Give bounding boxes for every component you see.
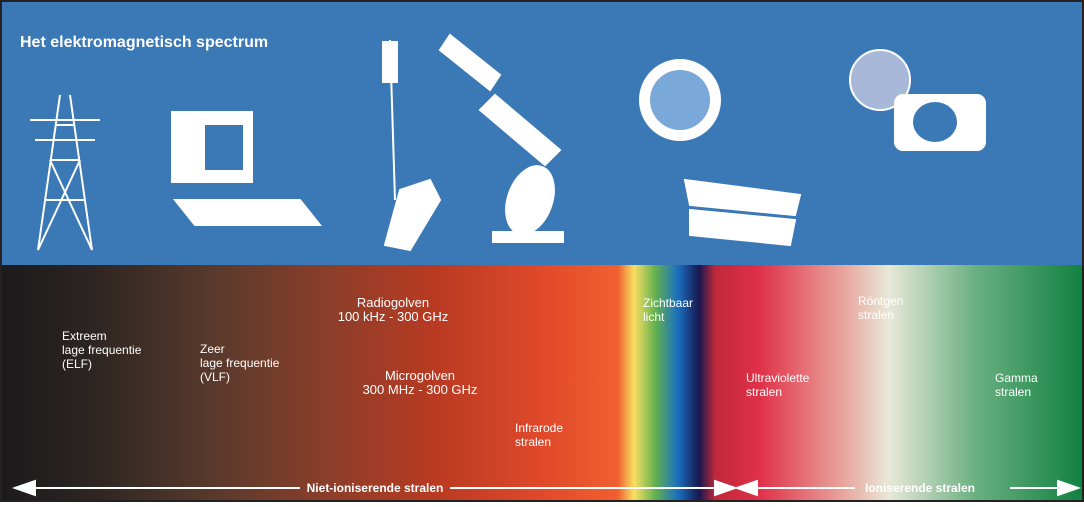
band-label-line: lage frequentie: [62, 343, 142, 357]
band-label-line: Gamma: [995, 371, 1038, 385]
keyboard-icon: [175, 200, 320, 225]
range-label: Niet-ioniserende stralen: [307, 481, 444, 495]
band-label-line: Zichtbaar: [643, 296, 693, 310]
band-label-line: stralen: [515, 435, 551, 449]
band-label-line: stralen: [995, 385, 1031, 399]
band-label-line: stralen: [858, 308, 894, 322]
band-label-line: (ELF): [62, 357, 92, 371]
band-label-line: Infrarode: [515, 421, 563, 435]
range-label: Ioniserende stralen: [865, 481, 975, 495]
band-label-line: stralen: [746, 385, 782, 399]
band-label-line: Radiogolven: [357, 295, 429, 310]
band-label-line: 100 kHz - 300 GHz: [338, 309, 449, 324]
band-label-line: (VLF): [200, 370, 230, 384]
band-label-line: Röntgen: [858, 294, 903, 308]
title: Het elektromagnetisch spectrum: [20, 34, 268, 51]
band-label-line: lage frequentie: [200, 356, 280, 370]
sun-icon: [640, 60, 720, 140]
band-label-line: licht: [643, 310, 665, 324]
band-label-line: Microgolven: [385, 368, 455, 383]
band-label-line: Ultraviolette: [746, 371, 810, 385]
band-label-line: Extreem: [62, 329, 107, 343]
band-label-line: 300 MHz - 300 GHz: [363, 382, 478, 397]
band-label-line: Zeer: [200, 342, 225, 356]
spectrum-band: [0, 265, 1084, 502]
spectrum-diagram: Het elektromagnetisch spectrum Extreemla…: [0, 0, 1084, 502]
